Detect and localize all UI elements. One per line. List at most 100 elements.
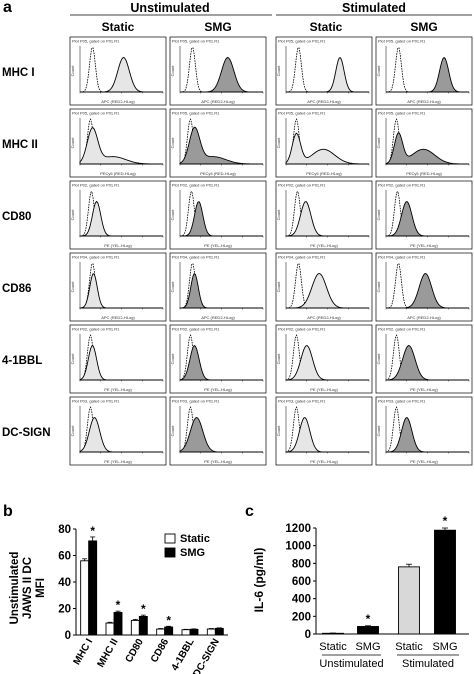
panel-b-bar-smg xyxy=(164,626,174,636)
hist-stained-curve xyxy=(386,273,469,309)
row-label-mhc-i: MHC I xyxy=(2,67,35,79)
hist-x-label: PE (YEL-HLog) xyxy=(104,387,132,392)
hist-plot-title: Plot P05, gated on P01.R1 xyxy=(278,39,326,44)
hist-stained-curve xyxy=(385,345,469,381)
hist-panel-r1-c1: Plot P05, gated on P01.R1 APC (RED2-HLog)… xyxy=(69,36,167,106)
hist-y-label: Count xyxy=(376,281,381,293)
hist-panel-r6-c2: Plot P03, gated on P01.R1 PE (YEL-HLog) Co… xyxy=(169,396,267,466)
panel-c-y-tick-label: 0 xyxy=(305,629,311,641)
panel-b-ylabel-line-3: MFI xyxy=(35,578,47,598)
hist-panel-r3-c2: Plot P02, gated on P01.R1 PE (YEL-HLog) Co… xyxy=(169,180,267,250)
row-label-4-1bbl: 4-1BBL xyxy=(2,355,42,367)
hist-panel-r5-c3: Plot P02, gated on P01.R1 PE (YEL-HLog) Co… xyxy=(275,324,373,394)
hist-y-label: Count xyxy=(376,353,381,365)
hist-stained-curve xyxy=(285,417,369,453)
hist-panel-r4-c2: Plot P04, gated on P01.R1 APC (RED2-HLog)… xyxy=(169,252,267,322)
hist-plot-title: Plot P02, gated on P01.R1 xyxy=(172,183,220,188)
hist-x-label: PE (YEL-HLog) xyxy=(310,387,338,392)
panel-b-significance: * xyxy=(90,524,95,538)
hist-x-label: PE (YEL-HLog) xyxy=(204,459,232,464)
panel-b-bar-static xyxy=(80,560,90,636)
hist-stained-curve xyxy=(180,57,263,93)
col-header-smg-unstim: SMG xyxy=(204,20,231,34)
hist-x-label: PE (YEL-HLog) xyxy=(310,459,338,464)
hist-stained-curve xyxy=(385,417,469,453)
hist-panel-r5-c2: Plot P02, gated on P01.R1 PE (YEL-HLog) Co… xyxy=(169,324,267,394)
hist-frame xyxy=(275,36,373,106)
panel-b-y-tick-label: 80 xyxy=(58,524,71,536)
col-header-static-unstim: Static xyxy=(102,20,135,34)
hist-x-label: PECy5 (RED-HLog) xyxy=(200,171,236,176)
hist-plot-title: Plot P05, gated on P01.R1 xyxy=(72,39,120,44)
hist-panel-r3-c3: Plot P02, gated on P01.R1 PE (YEL-HLog) Co… xyxy=(275,180,373,250)
hist-stained-curve xyxy=(385,201,469,237)
panel-b-legend-swatch xyxy=(164,547,176,558)
panel-a-letter: a xyxy=(3,0,12,16)
hist-plot-title: Plot P03, gated on P01.R1 xyxy=(72,399,120,404)
hist-frame xyxy=(375,396,473,466)
panel-b-bar-smg xyxy=(138,616,148,636)
hist-y-label: Count xyxy=(276,65,281,77)
hist-stained-curve xyxy=(180,200,263,237)
hist-x-label: PE (YEL-HLog) xyxy=(204,243,232,248)
panel-c-category-label: Static xyxy=(319,641,347,653)
panel-c-y-tick-label: 1000 xyxy=(285,541,311,553)
hist-plot-title: Plot P04, gated on P01.R1 xyxy=(278,255,326,260)
hist-x-label: APC (RED2-HLog) xyxy=(307,315,341,320)
hist-stained-curve xyxy=(179,272,263,309)
panel-b-significance: * xyxy=(166,613,171,627)
col-header-smg-stim: SMG xyxy=(410,20,437,34)
hist-frame xyxy=(375,108,473,178)
hist-plot-title: Plot P02, gated on P01.R1 xyxy=(278,183,326,188)
hist-panel-r2-c2: Plot P05, gated on P01.R1 PECy5 (RED-HLog… xyxy=(169,108,267,178)
hist-y-label: Count xyxy=(170,281,175,293)
hist-stained-curve xyxy=(79,345,163,381)
panel-c-y-tick-label: 1200 xyxy=(285,523,311,535)
col-header-static-stim: Static xyxy=(310,20,343,34)
hist-stained-curve xyxy=(285,132,370,165)
hist-x-label: APC (RED2-HLog) xyxy=(407,99,441,104)
hist-plot-title: Plot P04, gated on P01.R1 xyxy=(378,255,426,260)
hist-panel-r2-c4: Plot P05, gated on P01.R1 PECy5 (RED-HLog… xyxy=(375,108,473,178)
hist-plot-title: Plot P04, gated on P01.R1 xyxy=(172,255,220,260)
panel-b-legend-label: SMG xyxy=(180,547,205,559)
panel-b-ylabel-line-1: Unstimulated xyxy=(9,552,21,625)
hist-x-label: PECy5 (RED-HLog) xyxy=(406,171,442,176)
hist-y-label: Count xyxy=(170,137,175,149)
hist-frame xyxy=(169,180,267,250)
hist-x-label: PE (YEL-HLog) xyxy=(204,387,232,392)
hist-stained-curve xyxy=(386,56,469,93)
hist-y-label: Count xyxy=(276,425,281,437)
panel-b-legend-swatch xyxy=(164,533,176,544)
panel-b-legend-label: Static xyxy=(180,533,210,545)
hist-panel-r1-c4: Plot P05, gated on P01.R1 APC (RED2-HLog)… xyxy=(375,36,473,106)
hist-panel-r5-c4: Plot P02, gated on P01.R1 PE (YEL-HLog) Co… xyxy=(375,324,473,394)
hist-stained-curve xyxy=(79,200,163,237)
hist-y-label: Count xyxy=(70,209,75,221)
hist-frame xyxy=(169,396,267,466)
hist-y-label: Count xyxy=(70,281,75,293)
hist-panel-r6-c4: Plot P03, gated on P01.R1 PE (YEL-HLog) Co… xyxy=(375,396,473,466)
panel-b-significance: * xyxy=(116,598,121,612)
hist-panel-r1-c3: Plot P05, gated on P01.R1 APC (RED2-HLog)… xyxy=(275,36,373,106)
hist-panel-r4-c1: Plot P04, gated on P01.R1 APC (RED2-HLog)… xyxy=(69,252,167,322)
panel-b-ylabel-line-2: JAWS II DC xyxy=(22,557,34,619)
panel-c-significance: * xyxy=(366,612,371,626)
hist-plot-title: Plot P03, gated on P01.R1 xyxy=(172,399,220,404)
hist-y-label: Count xyxy=(170,65,175,77)
hist-frame xyxy=(275,324,373,394)
hist-plot-title: Plot P02, gated on P01.R1 xyxy=(72,327,120,332)
hist-stained-curve xyxy=(179,126,263,165)
group-header-stimulated: Stimulated xyxy=(342,1,406,15)
hist-x-label: APC (RED2-HLog) xyxy=(407,315,441,320)
hist-y-label: Count xyxy=(70,353,75,365)
hist-panel-r2-c1: Plot P05, gated on P01.R1 PECy5 (RED-HLog… xyxy=(69,108,167,178)
hist-frame xyxy=(69,324,167,394)
hist-plot-title: Plot P05, gated on P01.R1 xyxy=(378,111,426,116)
hist-x-label: APC (RED2-HLog) xyxy=(101,99,135,104)
hist-frame xyxy=(69,108,167,178)
hist-plot-title: Plot P02, gated on P01.R1 xyxy=(278,327,326,332)
hist-stained-curve xyxy=(179,416,263,453)
panel-b-bar-static xyxy=(206,628,216,636)
panel-b-category-label: CD86 xyxy=(149,637,172,665)
